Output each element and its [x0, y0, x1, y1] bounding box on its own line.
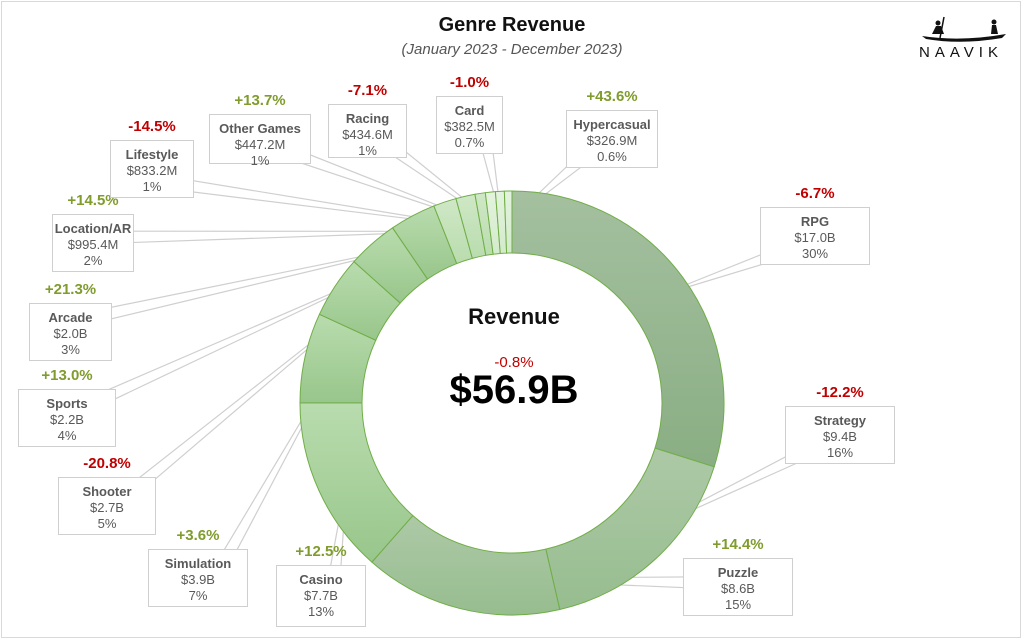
slice-change: -6.7%: [795, 185, 835, 202]
slice-share: 1%: [250, 153, 270, 168]
slice-change: +43.6%: [586, 88, 638, 105]
slice-hypercasual: [503, 190, 513, 254]
slice-change: +14.4%: [712, 536, 764, 553]
slice-name: Strategy: [813, 413, 867, 428]
slice-share: 1%: [142, 179, 162, 194]
callout-box: Hypercasual $326.9M 0.6%: [566, 110, 658, 168]
slice-name: Arcade: [48, 310, 93, 325]
slice-change: -1.0%: [449, 74, 490, 91]
slice-name: Shooter: [82, 484, 132, 499]
slice-share: 0.7%: [454, 135, 485, 150]
slice-share: 2%: [83, 253, 103, 268]
slice-value: $382.5M: [444, 119, 495, 134]
slice-share: 7%: [188, 588, 208, 603]
slice-share: 13%: [307, 604, 335, 619]
slice-value: $434.6M: [342, 127, 393, 142]
logo-text: NAAVIK: [919, 44, 1003, 61]
slice-change: -20.8%: [83, 455, 131, 472]
callout-box: Lifestyle $833.2M 1%: [110, 140, 194, 198]
slice-share: 16%: [826, 445, 854, 460]
slice-value: $326.9M: [586, 133, 638, 148]
slice-change: +13.0%: [41, 367, 93, 384]
slice-share: 0.6%: [597, 149, 627, 164]
slice-value: $9.4B: [823, 429, 857, 444]
slice-name: Location/AR: [54, 221, 132, 236]
donut-slices: [299, 190, 725, 616]
slice-name: Card: [454, 103, 485, 118]
slice-share: 4%: [57, 428, 77, 443]
slice-value: $2.0B: [53, 326, 88, 341]
callout-box: Strategy $9.4B 16%: [785, 406, 895, 464]
slice-change: +14.5%: [67, 192, 119, 209]
slice-value: $17.0B: [794, 230, 836, 245]
callout-box: Puzzle $8.6B 15%: [683, 558, 793, 616]
callout-box: Casino $7.7B 13%: [276, 565, 366, 627]
slice-value: $7.7B: [304, 588, 338, 603]
slice-value: $2.2B: [50, 412, 84, 427]
slice-value: $995.4M: [67, 237, 119, 252]
slice-name: Simulation: [164, 556, 232, 571]
slice-change: +13.7%: [234, 92, 286, 109]
callout-box: RPG $17.0B 30%: [760, 207, 870, 265]
slice-name: Puzzle: [717, 565, 759, 580]
callout-box: Location/AR $995.4M 2%: [52, 214, 134, 272]
naavik-logo: NAAVIK: [906, 12, 1016, 67]
slice-value: $3.9B: [181, 572, 215, 587]
callout-box: Racing $434.6M 1%: [328, 104, 407, 158]
slice-name: Sports: [46, 396, 88, 411]
slice-name: Hypercasual: [573, 117, 651, 132]
slice-name: Lifestyle: [125, 147, 179, 162]
slice-share: 5%: [97, 516, 117, 531]
callout-box: Shooter $2.7B 5%: [58, 477, 156, 535]
chart-title: Genre Revenue: [438, 14, 586, 36]
slice-name: Other Games: [219, 121, 301, 136]
slice-name: RPG: [800, 214, 830, 229]
slice-value: $447.2M: [234, 137, 286, 152]
center-total: $56.9B: [449, 368, 579, 412]
center-change: -0.8%: [494, 354, 534, 371]
slice-value: $833.2M: [126, 163, 178, 178]
slice-change: -12.2%: [816, 384, 864, 401]
center-title: Revenue: [468, 304, 560, 329]
slice-change: -14.5%: [128, 118, 176, 135]
slice-share: 30%: [801, 246, 829, 261]
slice-change: +3.6%: [176, 527, 220, 544]
slice-change: -7.1%: [347, 82, 388, 99]
slice-share: 1%: [358, 143, 377, 158]
slice-share: 15%: [724, 597, 752, 612]
callout-box: Card $382.5M 0.7%: [436, 96, 503, 154]
slice-name: Racing: [345, 111, 390, 126]
slice-value: $2.7B: [90, 500, 124, 515]
callout-box: Simulation $3.9B 7%: [148, 549, 248, 607]
slice-value: $8.6B: [721, 581, 755, 596]
callout-box: Sports $2.2B 4%: [18, 389, 116, 447]
slice-name: Casino: [299, 572, 343, 587]
callout-box: Other Games $447.2M 1%: [209, 114, 311, 168]
boat-icon: [922, 16, 1006, 42]
slice-share: 3%: [61, 342, 80, 357]
chart-subtitle: (January 2023 - December 2023): [401, 41, 623, 58]
slice-rpg: [511, 190, 725, 468]
slice-change: +12.5%: [295, 543, 347, 560]
slice-change: +21.3%: [44, 281, 97, 298]
callout-box: Arcade $2.0B 3%: [29, 303, 112, 361]
